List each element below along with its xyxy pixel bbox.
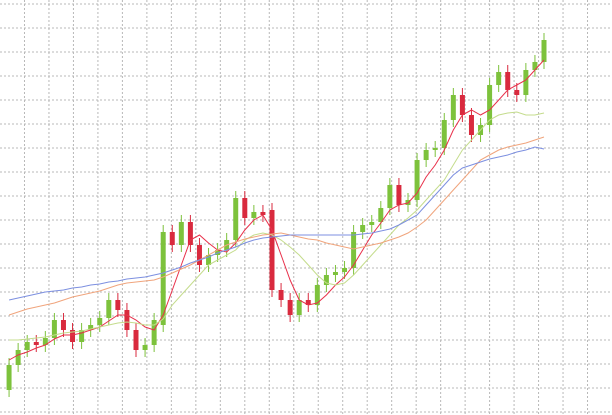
candle-body: [459, 95, 465, 115]
candle-body: [323, 275, 329, 285]
candle-body: [60, 320, 66, 330]
candle-body: [396, 185, 402, 205]
candle-body: [6, 365, 12, 390]
candle-body: [51, 320, 57, 338]
candle-body: [487, 85, 493, 125]
candle-body: [187, 222, 193, 245]
candle-body: [97, 318, 103, 325]
candle-body: [296, 300, 302, 315]
candle-body: [423, 150, 429, 160]
candle-body: [369, 222, 375, 225]
candle-body: [532, 62, 538, 70]
moving-average-line: [9, 111, 545, 341]
candle-body: [133, 330, 139, 350]
moving-average-line: [8, 146, 545, 301]
candle-body: [142, 345, 148, 350]
candle-body: [24, 342, 30, 350]
candle-body: [242, 198, 248, 218]
candle-body: [169, 232, 175, 245]
moving-average-line: [8, 136, 545, 316]
candle-body: [441, 120, 447, 148]
candle-body: [178, 222, 184, 245]
candle-body: [106, 300, 112, 318]
candle-body: [523, 70, 529, 95]
candle-body: [251, 212, 257, 218]
candle-body: [332, 272, 338, 275]
candle-body: [342, 268, 348, 272]
candle-body: [33, 342, 39, 345]
candle-body: [151, 320, 157, 345]
candle-body: [124, 310, 130, 330]
candle-body: [287, 300, 293, 315]
candle-body: [378, 208, 384, 222]
candle-body: [414, 160, 420, 200]
candle-body: [351, 232, 357, 268]
candle-body: [496, 72, 502, 85]
candle-body: [42, 338, 48, 345]
candle-body: [314, 285, 320, 305]
candle-body: [541, 40, 547, 62]
candle-body: [514, 90, 520, 95]
candle-body: [505, 72, 511, 90]
candle-body: [79, 330, 85, 342]
candle-body: [278, 290, 284, 300]
candle-body: [206, 255, 212, 265]
candle-body: [360, 225, 366, 232]
candle-body: [88, 325, 94, 330]
candle-body: [260, 212, 266, 215]
candle-body: [387, 185, 393, 208]
candle-body: [269, 210, 275, 290]
candle-body: [450, 95, 456, 120]
candle-body: [432, 148, 438, 150]
candle-body: [160, 232, 166, 325]
candle-body: [468, 115, 474, 135]
candle-body: [115, 300, 121, 310]
candle-body: [15, 350, 21, 365]
candle-body: [70, 330, 76, 342]
candle-body: [196, 245, 202, 265]
candle-body: [305, 300, 311, 305]
candle-body: [233, 198, 239, 240]
